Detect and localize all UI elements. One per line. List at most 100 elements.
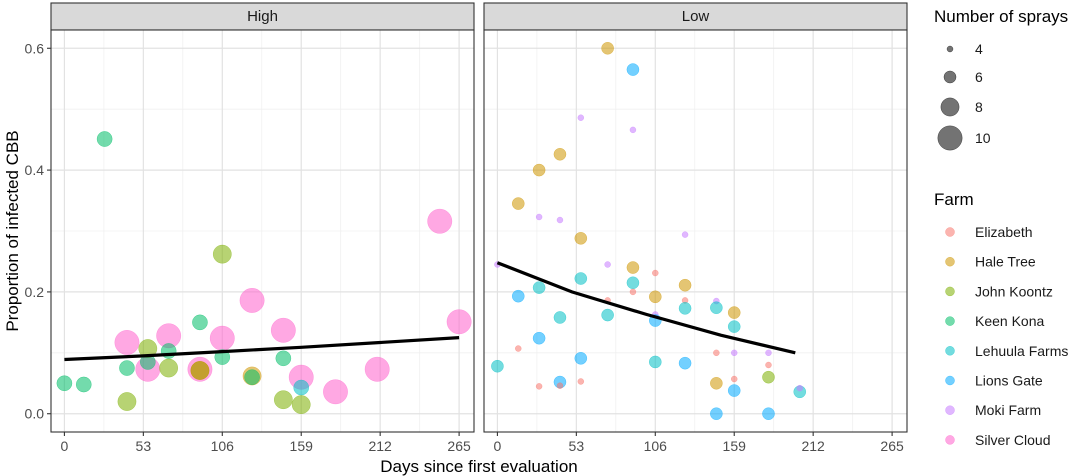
data-point xyxy=(626,276,640,290)
data-point xyxy=(75,376,92,393)
x-tick-label: 159 xyxy=(290,438,314,454)
data-point xyxy=(556,216,564,224)
color-legend-key xyxy=(945,435,955,445)
data-point xyxy=(765,349,772,357)
color-legend-label: Silver Cloud xyxy=(975,432,1050,448)
data-point xyxy=(364,356,390,382)
data-point xyxy=(727,306,741,319)
data-point xyxy=(710,407,723,421)
data-point xyxy=(273,390,293,410)
panel-high-strip xyxy=(50,2,475,31)
panel-high-trend-line xyxy=(64,336,460,362)
data-point xyxy=(275,350,292,367)
x-tick-label: 212 xyxy=(801,438,825,454)
data-point xyxy=(532,281,546,294)
size-legend-key xyxy=(940,97,960,117)
size-legend-label: 10 xyxy=(975,130,991,146)
y-tick-label: 0.6 xyxy=(25,40,45,56)
y-axis-title: Proportion of infected CBB xyxy=(3,130,22,331)
y-axis: 0.0 0.2 0.4 0.6 xyxy=(25,40,51,422)
y-tick-label: 0.4 xyxy=(25,162,45,178)
x-tick-label: 106 xyxy=(211,438,235,454)
data-point xyxy=(323,379,348,405)
data-point xyxy=(212,244,232,264)
y-tick-label: 0.0 xyxy=(25,406,45,422)
data-point xyxy=(762,407,775,421)
data-point xyxy=(727,320,741,333)
color-legend: Farm Elizabeth Hale Tree John Koontz Keen K… xyxy=(934,190,1068,448)
data-point xyxy=(117,392,137,411)
color-legend-label: Lehuula Farms xyxy=(975,343,1068,359)
data-point xyxy=(765,361,772,369)
data-point xyxy=(446,309,472,335)
data-point xyxy=(270,317,296,343)
data-point xyxy=(577,114,585,121)
data-point xyxy=(96,131,113,147)
panel-low-border xyxy=(483,29,908,433)
data-point xyxy=(511,197,525,210)
data-point xyxy=(114,330,140,355)
data-point xyxy=(515,345,522,352)
color-legend-key xyxy=(945,227,955,237)
panel-high-border xyxy=(50,29,475,433)
data-point xyxy=(601,308,614,322)
x-tick-label: 159 xyxy=(723,438,747,454)
data-point xyxy=(577,378,585,385)
data-point xyxy=(678,278,692,292)
data-point xyxy=(762,370,775,384)
data-point xyxy=(553,311,567,324)
data-point xyxy=(601,41,614,55)
x-tick-label: 265 xyxy=(880,438,904,454)
size-legend-key xyxy=(943,70,957,84)
y-tick-label: 0.2 xyxy=(25,284,45,300)
color-legend-label: Keen Kona xyxy=(975,313,1044,329)
data-point xyxy=(532,163,546,177)
size-legend-title: Number of sprays xyxy=(934,7,1068,26)
color-legend-key xyxy=(945,256,955,267)
size-legend-label: 4 xyxy=(975,41,983,57)
panel-low-strip-label: Low xyxy=(682,8,710,25)
x-tick-label: 0 xyxy=(494,438,502,454)
data-point xyxy=(730,349,738,357)
panel-low-strip xyxy=(483,2,908,31)
data-point xyxy=(713,349,720,357)
color-legend-key xyxy=(945,316,955,326)
data-point xyxy=(291,395,311,414)
data-point xyxy=(648,290,662,304)
color-legend-label: Elizabeth xyxy=(975,224,1033,240)
data-point xyxy=(244,369,260,386)
data-point xyxy=(553,147,567,161)
color-legend-key xyxy=(945,405,955,415)
panel-high-grid xyxy=(51,30,474,432)
data-point xyxy=(511,289,525,303)
x-axis-high: 0 53 106 159 212 265 xyxy=(61,432,471,454)
data-point xyxy=(652,269,659,277)
panel-low: Low xyxy=(483,2,908,433)
data-point xyxy=(710,376,723,390)
panel-low-grid xyxy=(484,30,907,432)
panel-high-strip-label: High xyxy=(247,8,278,25)
data-point xyxy=(574,231,588,245)
data-point xyxy=(535,383,543,390)
data-point xyxy=(491,359,504,373)
color-legend-key xyxy=(945,286,955,297)
x-tick-label: 53 xyxy=(569,438,585,454)
data-point xyxy=(796,384,804,392)
x-tick-label: 106 xyxy=(644,438,668,454)
color-legend-key xyxy=(945,375,955,386)
size-legend-key xyxy=(946,45,954,53)
data-point xyxy=(56,375,73,392)
data-point xyxy=(190,361,210,380)
size-legend: Number of sprays 4 6 8 10 xyxy=(934,7,1068,151)
panel-high: High xyxy=(50,2,475,433)
color-legend-key xyxy=(945,346,955,356)
x-tick-label: 212 xyxy=(368,438,392,454)
data-point xyxy=(574,272,588,285)
size-legend-label: 6 xyxy=(975,69,983,85)
data-point xyxy=(626,261,640,274)
data-point xyxy=(427,208,453,234)
data-point xyxy=(239,288,265,313)
data-point xyxy=(159,358,179,378)
data-point xyxy=(556,382,564,389)
data-point xyxy=(648,355,662,369)
